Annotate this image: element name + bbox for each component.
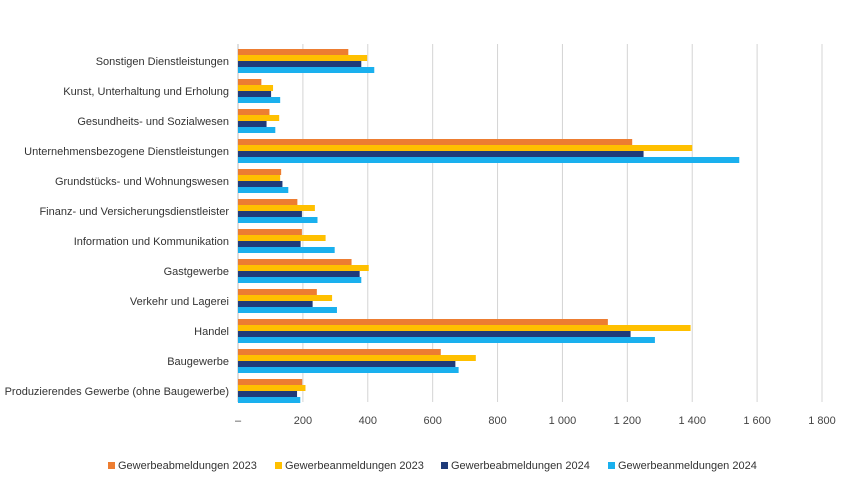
x-tick-labels: – 200 400 600 800 1 000 1 200 1 400 1 600 1 800 <box>235 415 836 427</box>
category-label: Produzierendes Gewerbe (ohne Baugewerbe) <box>5 386 229 398</box>
legend-swatch <box>108 462 115 469</box>
bar-1-6 <box>238 199 298 205</box>
bar-4-7 <box>238 247 335 253</box>
bar-3-8 <box>238 271 360 277</box>
legend-swatch <box>275 462 282 469</box>
bar-2-7 <box>238 235 326 241</box>
category-label: Kunst, Unterhaltung und Erholung <box>63 86 229 98</box>
bar-1-3 <box>238 109 270 115</box>
bar-3-4 <box>238 151 644 157</box>
bar-4-2 <box>238 97 281 103</box>
bar-4-5 <box>238 187 289 193</box>
bar-1-2 <box>238 79 262 85</box>
bar-3-1 <box>238 61 362 67</box>
bar-2-12 <box>238 385 306 391</box>
bar-2-3 <box>238 115 280 121</box>
category-label: Finanz- und Versicherungsdienstleister <box>39 206 229 218</box>
category-label: Baugewerbe <box>167 356 229 368</box>
bar-1-12 <box>238 379 303 385</box>
bar-1-1 <box>238 49 349 55</box>
x-tick-label: – <box>235 415 242 427</box>
bar-1-7 <box>238 229 302 235</box>
bar-1-10 <box>238 319 608 325</box>
bar-4-4 <box>238 157 740 163</box>
category-labels: Sonstigen Dienstleistungen Kunst, Unterha… <box>5 56 230 398</box>
bar-2-6 <box>238 205 315 211</box>
category-label: Handel <box>194 326 229 338</box>
bar-1-11 <box>238 349 441 355</box>
grid-lines <box>302 44 823 402</box>
x-tick-label: 800 <box>488 415 506 427</box>
x-tick-label: 400 <box>359 415 377 427</box>
bar-2-5 <box>238 175 281 181</box>
legend-swatch <box>441 462 448 469</box>
x-tick-label: 1 800 <box>808 415 836 427</box>
bar-2-8 <box>238 265 369 271</box>
bar-1-5 <box>238 169 282 175</box>
legend-label: Gewerbeanmeldungen 2023 <box>285 460 424 472</box>
category-label: Verkehr und Lagerei <box>130 296 229 308</box>
bar-4-8 <box>238 277 362 283</box>
x-tick-label: 1 200 <box>614 415 642 427</box>
bar-series <box>238 49 740 403</box>
bar-3-9 <box>238 301 313 307</box>
legend-label: Gewerbeabmeldungen 2023 <box>118 460 257 472</box>
x-tick-label: 200 <box>294 415 312 427</box>
bar-2-9 <box>238 295 333 301</box>
bar-3-7 <box>238 241 301 247</box>
category-label: Grundstücks- und Wohnungswesen <box>55 176 229 188</box>
bar-2-10 <box>238 325 691 331</box>
bar-3-3 <box>238 121 267 127</box>
bar-2-4 <box>238 145 693 151</box>
x-tick-label: 1 600 <box>743 415 771 427</box>
legend: Gewerbeabmeldungen 2023 Gewerbeanmeldunge… <box>108 460 757 472</box>
bar-2-1 <box>238 55 368 61</box>
legend-label: Gewerbeabmeldungen 2024 <box>451 460 590 472</box>
category-label: Unternehmensbezogene Dienstleistungen <box>24 146 229 158</box>
bar-2-11 <box>238 355 476 361</box>
bar-4-1 <box>238 67 375 73</box>
bar-1-4 <box>238 139 633 145</box>
x-tick-label: 1 000 <box>549 415 577 427</box>
bar-3-2 <box>238 91 272 97</box>
bar-4-10 <box>238 337 655 343</box>
category-label: Information und Kommunikation <box>74 236 229 248</box>
legend-swatch <box>608 462 615 469</box>
category-label: Sonstigen Dienstleistungen <box>96 56 229 68</box>
bar-1-8 <box>238 259 352 265</box>
bar-4-6 <box>238 217 318 223</box>
x-tick-label: 1 400 <box>678 415 706 427</box>
bar-3-6 <box>238 211 302 217</box>
bar-3-11 <box>238 361 456 367</box>
bar-4-3 <box>238 127 276 133</box>
bar-3-5 <box>238 181 283 187</box>
bar-3-10 <box>238 331 631 337</box>
bar-1-9 <box>238 289 317 295</box>
category-label: Gastgewerbe <box>164 266 229 278</box>
x-tick-label: 600 <box>423 415 441 427</box>
category-label: Gesundheits- und Sozialwesen <box>77 116 229 128</box>
bar-4-11 <box>238 367 459 373</box>
bar-2-2 <box>238 85 274 91</box>
legend-label: Gewerbeanmeldungen 2024 <box>618 460 757 472</box>
bar-3-12 <box>238 391 298 397</box>
bar-4-9 <box>238 307 337 313</box>
bar-4-12 <box>238 397 301 403</box>
